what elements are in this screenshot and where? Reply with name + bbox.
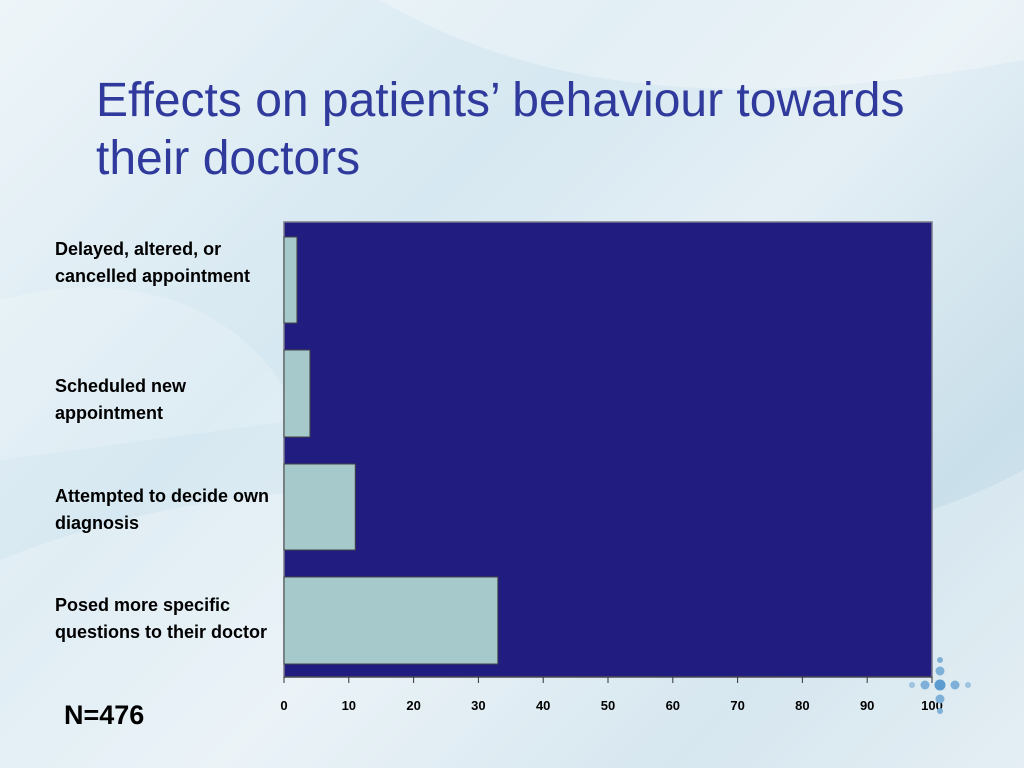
x-tick-label: 60 [666,698,680,713]
x-tick-label: 0 [280,698,287,713]
x-tick-label: 40 [536,698,550,713]
slide-title: Effects on patients’ behaviour towards t… [96,74,905,185]
category-label-diagnosis: Attempted to decide own diagnosis [55,486,270,533]
x-tick-label: 10 [342,698,356,713]
x-tick-label: 30 [471,698,485,713]
x-tick-label: 90 [860,698,874,713]
sample-size-label: N=476 [64,700,145,730]
dot-cluster-icon [909,657,971,714]
x-tick-label: 20 [406,698,420,713]
category-label-scheduled: Scheduled new appointment [55,376,187,423]
x-tick-label: 70 [730,698,744,713]
category-label-questions: Posed more specific questions to their d… [55,595,268,642]
x-tick-label: 80 [795,698,809,713]
x-tick-label: 50 [601,698,615,713]
category-label-delayed: Delayed, altered, or cancelled appointme… [55,239,251,286]
bar-3 [283,576,499,665]
bar-0 [283,236,298,324]
bar-2 [283,463,356,551]
bar-1 [283,349,311,438]
